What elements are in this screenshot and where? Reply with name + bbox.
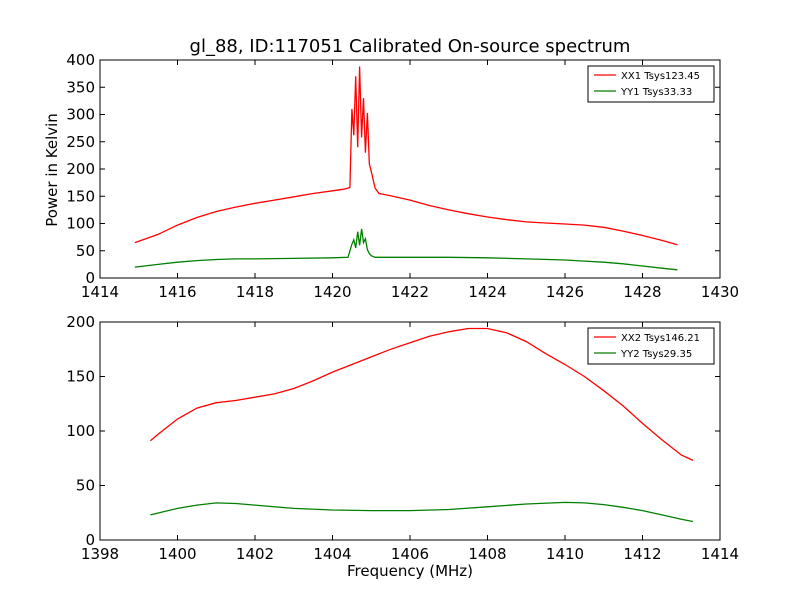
top-y-tick-label: 250	[66, 133, 95, 151]
bottom-y-tick-label: 200	[66, 313, 95, 331]
bottom-x-tick-label: 1398	[81, 545, 119, 563]
top-x-tick-label: 1420	[313, 283, 351, 301]
top-x-tick-label: 1422	[391, 283, 429, 301]
top-y-tick-label: 50	[76, 242, 95, 260]
bottom-y-tick-label: 150	[66, 368, 95, 386]
top-x-tick-label: 1414	[81, 283, 119, 301]
bottom-legend: XX2 Tsys146.21 YY2 Tsys29.35	[587, 327, 715, 365]
bottom-x-tick-label: 1402	[236, 545, 274, 563]
top-x-tick-label: 1426	[546, 283, 584, 301]
bottom-x-tick-label: 1406	[391, 545, 429, 563]
top-y-tick-label: 300	[66, 106, 95, 124]
bottom-x-tick-label: 1408	[468, 545, 506, 563]
top-x-tick-label: 1430	[701, 283, 739, 301]
bottom-panel: Frequency (MHz) 1398 1400 1402 1404 1406 1408…	[66, 313, 739, 580]
top-x-tick-label: 1418	[236, 283, 274, 301]
top-y-tick-label: 350	[66, 78, 95, 96]
bottom-legend-box	[587, 327, 715, 365]
top-x-tick-label: 1424	[468, 283, 506, 301]
top-panel: Power in Kelvin 1414 1416 1418 1420 1422 1424…	[43, 51, 739, 301]
top-y-tick-label: 200	[66, 160, 95, 178]
bottom-y-tick-label: 100	[66, 422, 95, 440]
chart-title: gl_88, ID:117051 Calibrated On-source sp…	[190, 36, 631, 57]
top-legend: XX1 Tsys123.45 YY1 Tsys33.33	[587, 65, 715, 103]
bottom-x-tick-label: 1400	[158, 545, 196, 563]
bottom-x-axis-label: Frequency (MHz)	[347, 562, 473, 580]
top-x-tick-label: 1416	[158, 283, 196, 301]
bottom-x-tick-label: 1404	[313, 545, 351, 563]
bottom-x-tick-label: 1412	[623, 545, 661, 563]
top-x-tick-label: 1428	[623, 283, 661, 301]
bottom-legend-label-2: YY2 Tsys29.35	[620, 349, 692, 360]
bottom-legend-label-1: XX2 Tsys146.21	[621, 333, 700, 344]
bottom-x-tick-label: 1414	[701, 545, 739, 563]
top-legend-box	[587, 65, 715, 103]
top-y-axis-label: Power in Kelvin	[43, 113, 61, 227]
top-legend-label-2: YY1 Tsys33.33	[620, 87, 692, 98]
top-legend-label-1: XX1 Tsys123.45	[621, 71, 700, 82]
bottom-y-tick-label: 50	[76, 477, 95, 495]
bottom-series-line-2	[150, 501, 694, 523]
top-y-tick-label: 0	[85, 269, 95, 287]
top-y-tick-label: 100	[66, 215, 95, 233]
bottom-y-tick-label: 0	[85, 531, 95, 549]
top-series-line-2	[134, 228, 678, 271]
top-y-tick-label: 400	[66, 51, 95, 69]
top-y-tick-label: 150	[66, 187, 95, 205]
top-series-line-1	[134, 66, 678, 246]
bottom-x-tick-label: 1410	[546, 545, 584, 563]
bottom-series-line-1	[149, 327, 694, 461]
